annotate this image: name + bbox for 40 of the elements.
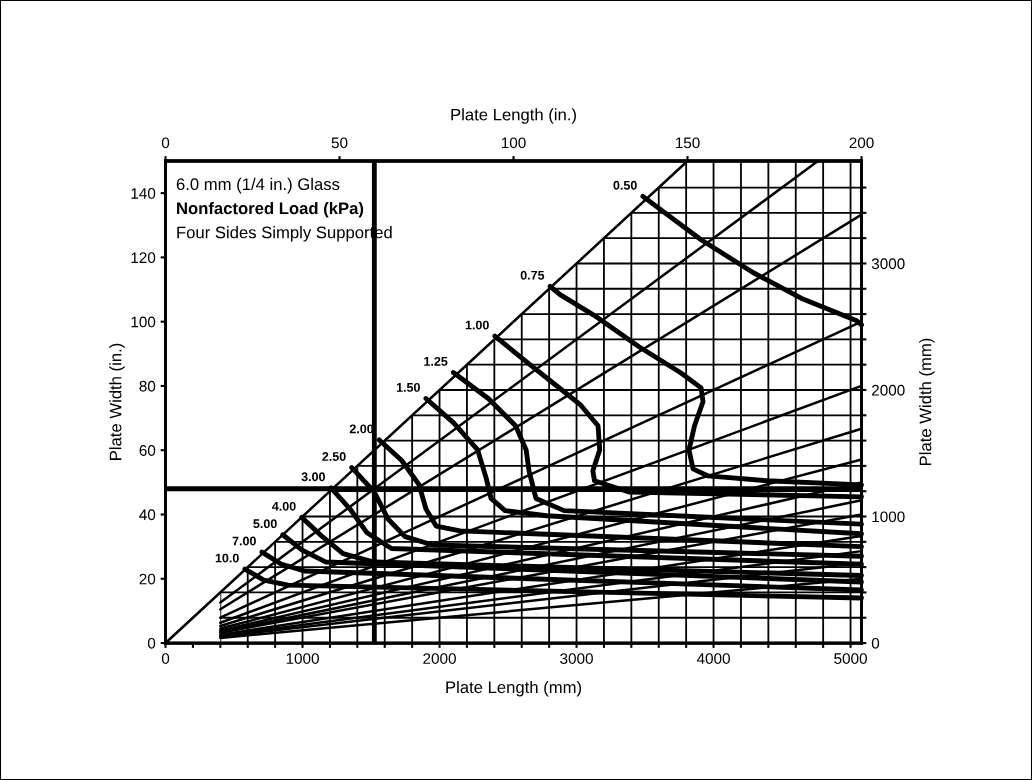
series-label: 1.50 xyxy=(396,382,420,392)
y-tick-label: 20 xyxy=(139,573,156,585)
series-label: 3.00 xyxy=(301,472,325,482)
x-tick-label: 5000 xyxy=(834,653,867,664)
x2-tick-label: 50 xyxy=(331,137,348,149)
series-label: 7.00 xyxy=(232,536,256,546)
x-tick-label: 2000 xyxy=(423,653,456,664)
y-tick-label: 40 xyxy=(139,509,156,521)
annotation: 6.0 mm (1/4 in.) Glass xyxy=(176,177,340,194)
y-axis-title: Plate Width (in.) xyxy=(109,343,125,460)
y-tick-label: 100 xyxy=(131,316,156,328)
series-label: 0.75 xyxy=(520,270,545,280)
series-label: 1.25 xyxy=(424,356,448,366)
x-tick-label: 3000 xyxy=(560,653,593,664)
x2-tick-label: 100 xyxy=(501,137,526,149)
x2-tick-label: 200 xyxy=(849,137,874,149)
x2-tick-label: 0 xyxy=(161,137,170,149)
y2-tick-label: 0 xyxy=(871,637,880,649)
x-tick-label: 4000 xyxy=(696,653,730,664)
x2-tick-label: 150 xyxy=(675,137,700,149)
annotation: Nonfactored Load (kPa) xyxy=(177,201,364,218)
y2-tick-label: 3000 xyxy=(871,258,905,270)
y-tick-label: 60 xyxy=(139,445,156,456)
series-label: 5.00 xyxy=(253,519,277,529)
y-tick-label: 120 xyxy=(131,252,156,264)
y-tick-label: 140 xyxy=(131,188,156,199)
y2-tick-label: 2000 xyxy=(872,384,905,396)
series-label: 1.00 xyxy=(465,320,489,330)
x-axis-title: Plate Length (mm) xyxy=(446,680,582,697)
y2-tick-label: 1000 xyxy=(872,511,905,523)
x-tick-label: 1000 xyxy=(286,653,319,664)
x2-axis-title: Plate Length (in.) xyxy=(451,108,576,124)
series-label: 10.0 xyxy=(215,553,239,563)
series-label: 4.00 xyxy=(272,501,296,511)
y-tick-label: 80 xyxy=(139,380,156,392)
series-label: 0.50 xyxy=(613,180,637,190)
series-label: 2.50 xyxy=(322,452,346,461)
x-tick-label: 0 xyxy=(161,653,170,664)
y-tick-label: 0 xyxy=(147,637,156,649)
y2-axis-title: Plate Width (mm) xyxy=(919,338,935,465)
